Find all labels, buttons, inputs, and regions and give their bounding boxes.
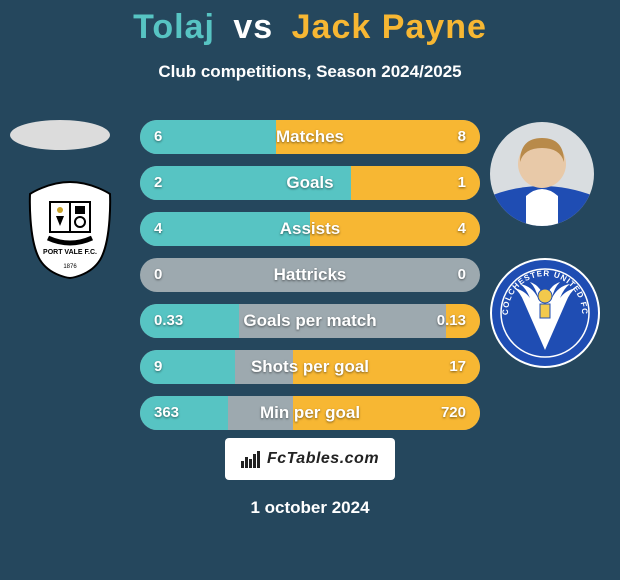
stat-row: Goals2 1 [140, 166, 480, 200]
stat-label: Assists [140, 212, 480, 246]
stats-container: Matches6 8 Goals2 1 Assists4 4 Hattricks0 0 Goal… [140, 120, 480, 442]
stat-row: Matches6 8 [140, 120, 480, 154]
stat-value-left: 363 [154, 396, 179, 430]
player1-avatar [10, 120, 110, 150]
stat-value-right: 0 [458, 258, 466, 292]
stat-value-left: 9 [154, 350, 162, 384]
player2-name: Jack Payne [292, 8, 487, 47]
stat-row: Hattricks0 0 [140, 258, 480, 292]
stat-row: Min per goal363 720 [140, 396, 480, 430]
svg-text:1876: 1876 [63, 264, 77, 270]
subtitle: Club competitions, Season 2024/2025 [0, 62, 620, 82]
stat-label: Hattricks [140, 258, 480, 292]
brand-text: FcTables.com [267, 450, 379, 468]
stat-label: Shots per goal [140, 350, 480, 384]
title-vs: vs [233, 8, 273, 47]
stat-value-right: 4 [458, 212, 466, 246]
stat-value-left: 2 [154, 166, 162, 200]
stat-label: Goals per match [140, 304, 480, 338]
svg-text:PORT VALE F.C.: PORT VALE F.C. [43, 249, 97, 256]
stat-label: Min per goal [140, 396, 480, 430]
stat-value-left: 4 [154, 212, 162, 246]
brand-bars-icon [241, 450, 261, 468]
player2-avatar [490, 122, 594, 226]
stat-value-right: 720 [441, 396, 466, 430]
stat-value-left: 6 [154, 120, 162, 154]
player1-name: Tolaj [133, 8, 215, 47]
stat-row: Assists4 4 [140, 212, 480, 246]
stat-label: Goals [140, 166, 480, 200]
stat-value-right: 1 [458, 166, 466, 200]
stat-value-left: 0.33 [154, 304, 183, 338]
stat-row: Shots per goal9 17 [140, 350, 480, 384]
stat-value-left: 0 [154, 258, 162, 292]
player1-club-crest: PORT VALE F.C. 1876 [20, 180, 120, 280]
stat-value-right: 17 [449, 350, 466, 384]
stat-value-right: 0.13 [437, 304, 466, 338]
brand-logo: FcTables.com [225, 438, 395, 480]
stat-row: Goals per match0.33 0.13 [140, 304, 480, 338]
comparison-title: Tolaj vs Jack Payne [0, 8, 620, 47]
player2-club-crest: COLCHESTER UNITED FC [490, 258, 600, 368]
stat-label: Matches [140, 120, 480, 154]
stat-value-right: 8 [458, 120, 466, 154]
footer-date: 1 october 2024 [0, 498, 620, 518]
